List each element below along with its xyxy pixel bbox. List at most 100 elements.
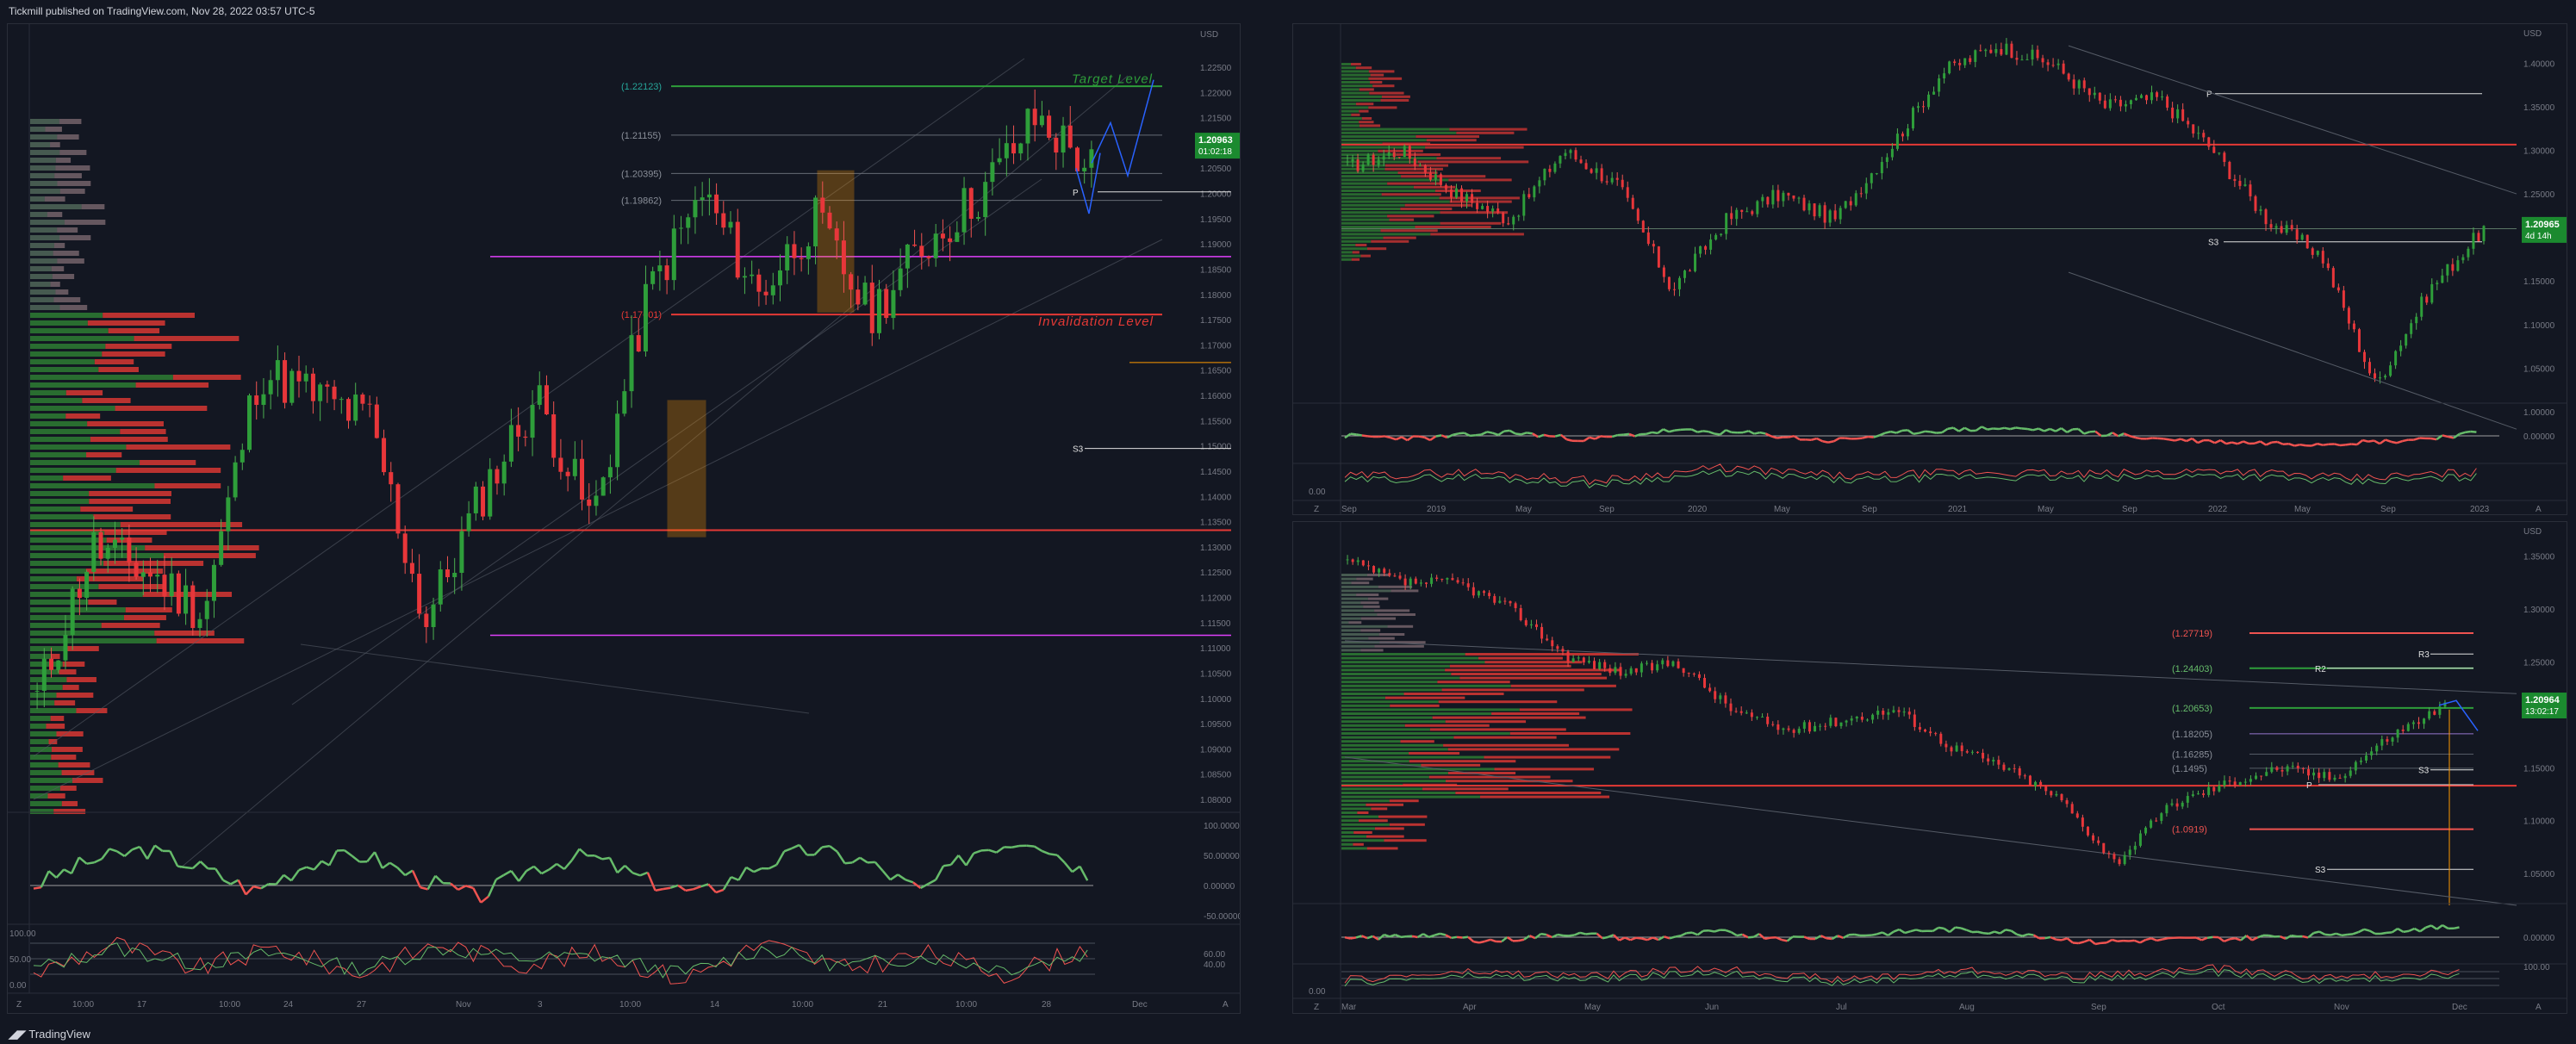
left-osc-line [116, 850, 126, 857]
rb-candle [1897, 710, 1901, 712]
rb-candle [1477, 591, 1480, 596]
rt-candle [2249, 184, 2252, 196]
rb-osc-line [2156, 938, 2163, 942]
right-bottom-chart-svg[interactable]: USD1.350001.300001.250001.200001.150001.… [1293, 522, 2567, 1014]
right-top-chart-svg[interactable]: USD1.400001.350001.300001.250001.200001.… [1293, 24, 2567, 515]
left-osc-line [927, 879, 936, 886]
rt-candle [1397, 157, 1401, 158]
rt-volume-profile-down [1401, 175, 1486, 178]
rt-osc-line [2254, 440, 2262, 444]
left-candle [339, 399, 344, 401]
rb-volume-profile-up [1341, 831, 1354, 834]
rt-osc-line [2293, 443, 2301, 447]
rt-candle [2269, 224, 2273, 228]
rb-osc-line [1551, 933, 1559, 939]
left-candle [424, 613, 429, 627]
rb-y-tick: 1.10000 [2523, 817, 2555, 827]
rb-volume-profile-up [1341, 593, 1357, 596]
rb-candle [1865, 719, 1869, 721]
rt-volume-profile-down [1449, 200, 1512, 203]
rt-candle [1418, 165, 1422, 166]
rt-volume-profile-up [1341, 103, 1356, 106]
rt-countdown: 4d 14h [2525, 232, 2552, 241]
rt-volume-profile-up [1341, 214, 1388, 218]
left-chart-panel[interactable]: USD1.225001.220001.215001.210001.205001.… [7, 23, 1241, 1014]
rb-candle [1619, 667, 1622, 676]
rb-volume-profile-down [1377, 613, 1416, 616]
left-osc-line [33, 886, 42, 890]
rb-osc-line [1608, 934, 1615, 939]
rt-candle [2300, 234, 2304, 240]
rt-x-tick: 2020 [1688, 505, 1708, 514]
left-candle [785, 244, 790, 270]
rt-osc-line [1355, 433, 1363, 437]
left-candle [345, 399, 351, 421]
rt-osc-line [2231, 441, 2238, 445]
left-chart-svg[interactable]: USD1.225001.220001.215001.210001.205001.… [8, 24, 1241, 1014]
rt-volume-profile-down [1400, 208, 1453, 210]
left-candle [905, 244, 910, 269]
rb-candle [1992, 760, 1995, 762]
left-candle [636, 335, 641, 352]
rt-candle [2020, 59, 2024, 61]
rt-osc-line [2299, 443, 2306, 447]
rb-stoch-d [1344, 968, 2460, 987]
rb-osc-line [2268, 934, 2275, 938]
rb-osc-line [1456, 935, 1463, 939]
left-candle [488, 469, 493, 517]
left-osc-line [722, 876, 732, 891]
left-candle [296, 370, 302, 382]
rb-candle [1913, 714, 1916, 727]
right-top-chart-panel[interactable]: USD1.400001.350001.300001.250001.200001.… [1292, 23, 2567, 515]
rb-volume-profile-down [1387, 625, 1414, 628]
rb-osc-line [2413, 927, 2421, 933]
rt-candle [2389, 365, 2392, 376]
rb-osc-line [2436, 924, 2443, 930]
rb-osc-line [1831, 935, 1839, 941]
rb-candle [1603, 662, 1607, 668]
left-osc-line [791, 843, 800, 850]
left-osc-line [707, 883, 717, 893]
rb-candle [1987, 758, 1990, 762]
rb-osc-line [2150, 937, 2157, 942]
rb-volume-profile-down [1441, 688, 1584, 692]
rt-candle [1548, 168, 1552, 172]
rb-candle [1845, 720, 1848, 723]
rb-volume-profile-up [1341, 807, 1372, 811]
rb-x-tick: Mar [1341, 1003, 1357, 1012]
left-candle [204, 600, 209, 619]
rb-volume-profile-up [1341, 637, 1369, 640]
rb-level-label: (1.16285) [2172, 749, 2212, 760]
left-volume-profile-up [30, 173, 55, 178]
rb-volume-profile-up [1341, 803, 1366, 806]
rb-osc-line [2245, 935, 2253, 941]
rt-candle [1574, 150, 1577, 160]
rb-candle [1708, 687, 1712, 692]
left-osc-line [47, 870, 58, 879]
rt-volume-profile-down [1440, 211, 1509, 214]
rb-volume-profile-down [1371, 807, 1388, 811]
rb-volume-profile-down [1366, 835, 1404, 838]
rt-osc-line [1646, 431, 1652, 436]
rt-volume-profile-up [1341, 88, 1360, 91]
rb-volume-profile-up [1341, 574, 1367, 576]
rb-volume-profile-up [1341, 693, 1404, 695]
left-candle [303, 373, 308, 382]
rb-candle [1346, 559, 1349, 561]
left-candle [1011, 143, 1017, 154]
left-osc-line [935, 865, 945, 880]
rb-candle [2323, 772, 2326, 779]
rb-osc-line [1579, 931, 1586, 935]
rt-osc-line [1868, 435, 1874, 438]
rb-volume-profile-down [1360, 649, 1384, 652]
rt-osc-line [1856, 437, 1863, 440]
left-volume-profile-up [30, 576, 77, 581]
left-volume-profile-down [134, 336, 240, 341]
left-y-tick: 1.12000 [1200, 594, 1232, 604]
rb-candle [2123, 854, 2126, 865]
rb-candle [1409, 578, 1412, 586]
rb-candle [2312, 772, 2316, 776]
right-bottom-chart-panel[interactable]: USD1.350001.300001.250001.200001.150001.… [1292, 521, 2567, 1014]
left-y-tick: 1.09500 [1200, 720, 1232, 730]
left-candle [105, 547, 110, 559]
